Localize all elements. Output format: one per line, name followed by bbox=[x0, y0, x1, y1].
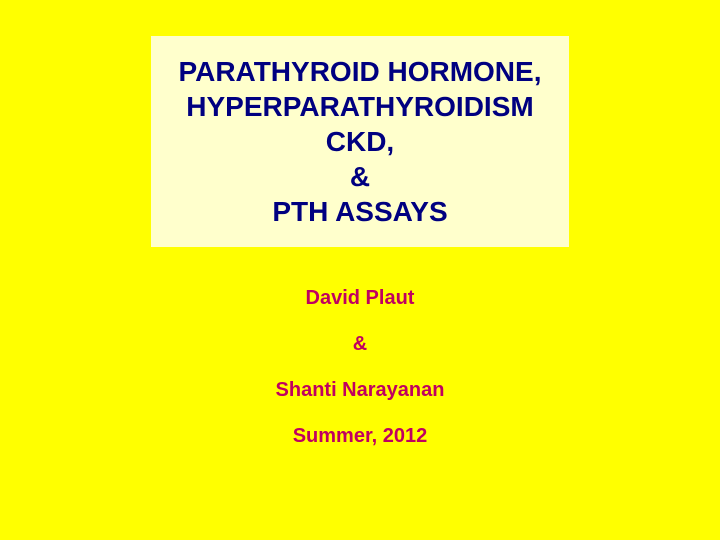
title-line: PARATHYROID HORMONE, bbox=[179, 56, 542, 87]
author-line: Summer, 2012 bbox=[276, 413, 445, 459]
title-line: HYPERPARATHYROIDISM bbox=[186, 91, 533, 122]
author-line: Shanti Narayanan bbox=[276, 367, 445, 413]
author-line: & bbox=[276, 321, 445, 367]
title-box: PARATHYROID HORMONE, HYPERPARATHYROIDISM… bbox=[151, 36, 570, 247]
slide: PARATHYROID HORMONE, HYPERPARATHYROIDISM… bbox=[0, 0, 720, 540]
title-line: & bbox=[350, 161, 370, 192]
title-line: PTH ASSAYS bbox=[272, 196, 447, 227]
title-line: CKD, bbox=[326, 126, 394, 157]
author-line: David Plaut bbox=[276, 275, 445, 321]
authors-block: David Plaut & Shanti Narayanan Summer, 2… bbox=[276, 275, 445, 459]
